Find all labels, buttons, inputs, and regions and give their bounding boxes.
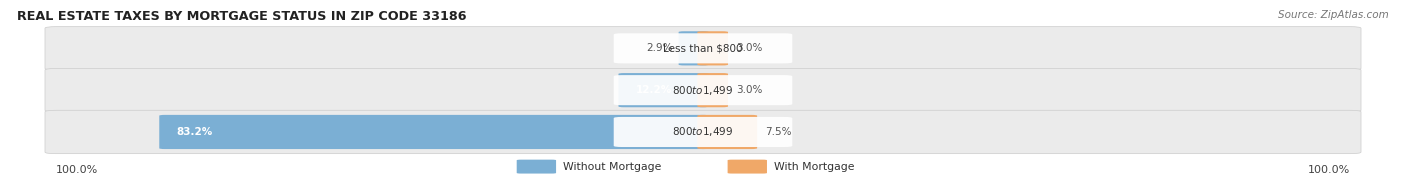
Text: 100.0%: 100.0% xyxy=(56,165,98,175)
Text: 7.5%: 7.5% xyxy=(765,127,792,137)
Text: 2.9%: 2.9% xyxy=(647,43,673,53)
Text: $800 to $1,499: $800 to $1,499 xyxy=(672,84,734,97)
Text: Without Mortgage: Without Mortgage xyxy=(564,162,661,172)
FancyBboxPatch shape xyxy=(45,27,1361,70)
FancyBboxPatch shape xyxy=(679,31,709,65)
Text: 3.0%: 3.0% xyxy=(737,85,763,95)
FancyBboxPatch shape xyxy=(614,75,793,105)
FancyBboxPatch shape xyxy=(697,31,728,65)
FancyBboxPatch shape xyxy=(517,160,557,174)
Text: With Mortgage: With Mortgage xyxy=(775,162,855,172)
FancyBboxPatch shape xyxy=(697,115,756,149)
Text: Source: ZipAtlas.com: Source: ZipAtlas.com xyxy=(1278,10,1389,20)
Text: 100.0%: 100.0% xyxy=(1308,165,1350,175)
Text: Less than $800: Less than $800 xyxy=(664,43,742,53)
Text: 3.0%: 3.0% xyxy=(737,43,763,53)
FancyBboxPatch shape xyxy=(728,160,768,174)
Text: 12.2%: 12.2% xyxy=(636,85,672,95)
FancyBboxPatch shape xyxy=(45,110,1361,154)
FancyBboxPatch shape xyxy=(614,117,793,147)
Text: $800 to $1,499: $800 to $1,499 xyxy=(672,125,734,138)
FancyBboxPatch shape xyxy=(614,33,793,63)
Text: 83.2%: 83.2% xyxy=(176,127,212,137)
FancyBboxPatch shape xyxy=(619,73,709,107)
FancyBboxPatch shape xyxy=(45,68,1361,112)
Text: REAL ESTATE TAXES BY MORTGAGE STATUS IN ZIP CODE 33186: REAL ESTATE TAXES BY MORTGAGE STATUS IN … xyxy=(17,10,467,23)
FancyBboxPatch shape xyxy=(697,73,728,107)
FancyBboxPatch shape xyxy=(159,115,709,149)
